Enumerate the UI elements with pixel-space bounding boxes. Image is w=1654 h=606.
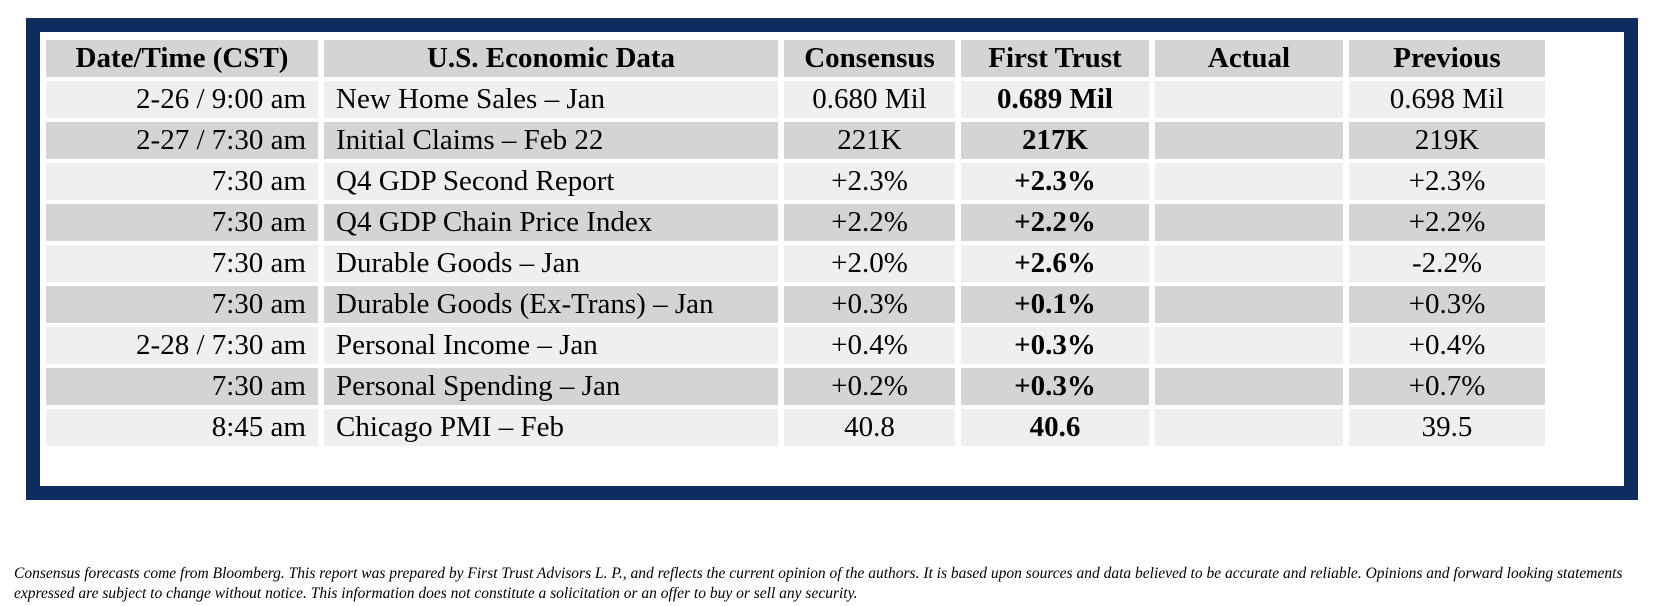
cell-first-trust: +2.2% bbox=[961, 204, 1149, 241]
cell-first-trust: 0.689 Mil bbox=[961, 81, 1149, 118]
cell-previous: 39.5 bbox=[1349, 409, 1545, 446]
cell-previous: +0.7% bbox=[1349, 368, 1545, 405]
table-row: 7:30 am Q4 GDP Chain Price Index +2.2% +… bbox=[46, 204, 1545, 241]
cell-consensus: +2.2% bbox=[784, 204, 955, 241]
cell-first-trust: +2.3% bbox=[961, 163, 1149, 200]
cell-first-trust: +0.3% bbox=[961, 327, 1149, 364]
cell-time: 2-27 / 7:30 am bbox=[46, 122, 318, 159]
table-row: 2-28 / 7:30 am Personal Income – Jan +0.… bbox=[46, 327, 1545, 364]
cell-indicator: Q4 GDP Chain Price Index bbox=[324, 204, 778, 241]
table-row: 7:30 am Q4 GDP Second Report +2.3% +2.3%… bbox=[46, 163, 1545, 200]
cell-first-trust: 40.6 bbox=[961, 409, 1149, 446]
cell-first-trust: 217K bbox=[961, 122, 1149, 159]
cell-time: 2-28 / 7:30 am bbox=[46, 327, 318, 364]
cell-indicator: Chicago PMI – Feb bbox=[324, 409, 778, 446]
cell-actual bbox=[1155, 286, 1343, 323]
cell-consensus: +2.0% bbox=[784, 245, 955, 282]
cell-time: 2-26 / 9:00 am bbox=[46, 81, 318, 118]
cell-actual bbox=[1155, 245, 1343, 282]
cell-first-trust: +0.1% bbox=[961, 286, 1149, 323]
header-economic-data: U.S. Economic Data bbox=[324, 40, 778, 77]
cell-actual bbox=[1155, 122, 1343, 159]
cell-time: 7:30 am bbox=[46, 368, 318, 405]
header-row: Date/Time (CST) U.S. Economic Data Conse… bbox=[46, 40, 1545, 77]
header-consensus: Consensus bbox=[784, 40, 955, 77]
cell-indicator: Q4 GDP Second Report bbox=[324, 163, 778, 200]
cell-actual bbox=[1155, 368, 1343, 405]
cell-consensus: +2.3% bbox=[784, 163, 955, 200]
cell-consensus: 221K bbox=[784, 122, 955, 159]
cell-previous: 0.698 Mil bbox=[1349, 81, 1545, 118]
cell-previous: +0.4% bbox=[1349, 327, 1545, 364]
cell-indicator: Personal Income – Jan bbox=[324, 327, 778, 364]
cell-actual bbox=[1155, 409, 1343, 446]
table-panel: Date/Time (CST) U.S. Economic Data Conse… bbox=[40, 32, 1624, 486]
table-row: 2-26 / 9:00 am New Home Sales – Jan 0.68… bbox=[46, 81, 1545, 118]
cell-indicator: Durable Goods (Ex-Trans) – Jan bbox=[324, 286, 778, 323]
cell-indicator: New Home Sales – Jan bbox=[324, 81, 778, 118]
cell-actual bbox=[1155, 81, 1343, 118]
cell-indicator: Durable Goods – Jan bbox=[324, 245, 778, 282]
header-date-time: Date/Time (CST) bbox=[46, 40, 318, 77]
table-row: 2-27 / 7:30 am Initial Claims – Feb 22 2… bbox=[46, 122, 1545, 159]
cell-time: 7:30 am bbox=[46, 204, 318, 241]
cell-first-trust: +0.3% bbox=[961, 368, 1149, 405]
cell-actual bbox=[1155, 327, 1343, 364]
header-previous: Previous bbox=[1349, 40, 1545, 77]
cell-previous: -2.2% bbox=[1349, 245, 1545, 282]
economic-calendar-table: Date/Time (CST) U.S. Economic Data Conse… bbox=[40, 36, 1551, 450]
cell-time: 8:45 am bbox=[46, 409, 318, 446]
cell-actual bbox=[1155, 204, 1343, 241]
table-row: 7:30 am Personal Spending – Jan +0.2% +0… bbox=[46, 368, 1545, 405]
cell-consensus: +0.2% bbox=[784, 368, 955, 405]
cell-time: 7:30 am bbox=[46, 245, 318, 282]
cell-indicator: Initial Claims – Feb 22 bbox=[324, 122, 778, 159]
cell-indicator: Personal Spending – Jan bbox=[324, 368, 778, 405]
cell-previous: +2.2% bbox=[1349, 204, 1545, 241]
disclaimer-text: Consensus forecasts come from Bloomberg.… bbox=[14, 564, 1623, 602]
cell-previous: +0.3% bbox=[1349, 286, 1545, 323]
cell-time: 7:30 am bbox=[46, 163, 318, 200]
cell-consensus: 0.680 Mil bbox=[784, 81, 955, 118]
cell-actual bbox=[1155, 163, 1343, 200]
table-row: 8:45 am Chicago PMI – Feb 40.8 40.6 39.5 bbox=[46, 409, 1545, 446]
cell-time: 7:30 am bbox=[46, 286, 318, 323]
cell-previous: 219K bbox=[1349, 122, 1545, 159]
cell-previous: +2.3% bbox=[1349, 163, 1545, 200]
table-frame: Date/Time (CST) U.S. Economic Data Conse… bbox=[26, 18, 1638, 500]
header-first-trust: First Trust bbox=[961, 40, 1149, 77]
cell-consensus: 40.8 bbox=[784, 409, 955, 446]
cell-consensus: +0.4% bbox=[784, 327, 955, 364]
table-row: 7:30 am Durable Goods – Jan +2.0% +2.6% … bbox=[46, 245, 1545, 282]
cell-first-trust: +2.6% bbox=[961, 245, 1149, 282]
header-actual: Actual bbox=[1155, 40, 1343, 77]
table-row: 7:30 am Durable Goods (Ex-Trans) – Jan +… bbox=[46, 286, 1545, 323]
cell-consensus: +0.3% bbox=[784, 286, 955, 323]
